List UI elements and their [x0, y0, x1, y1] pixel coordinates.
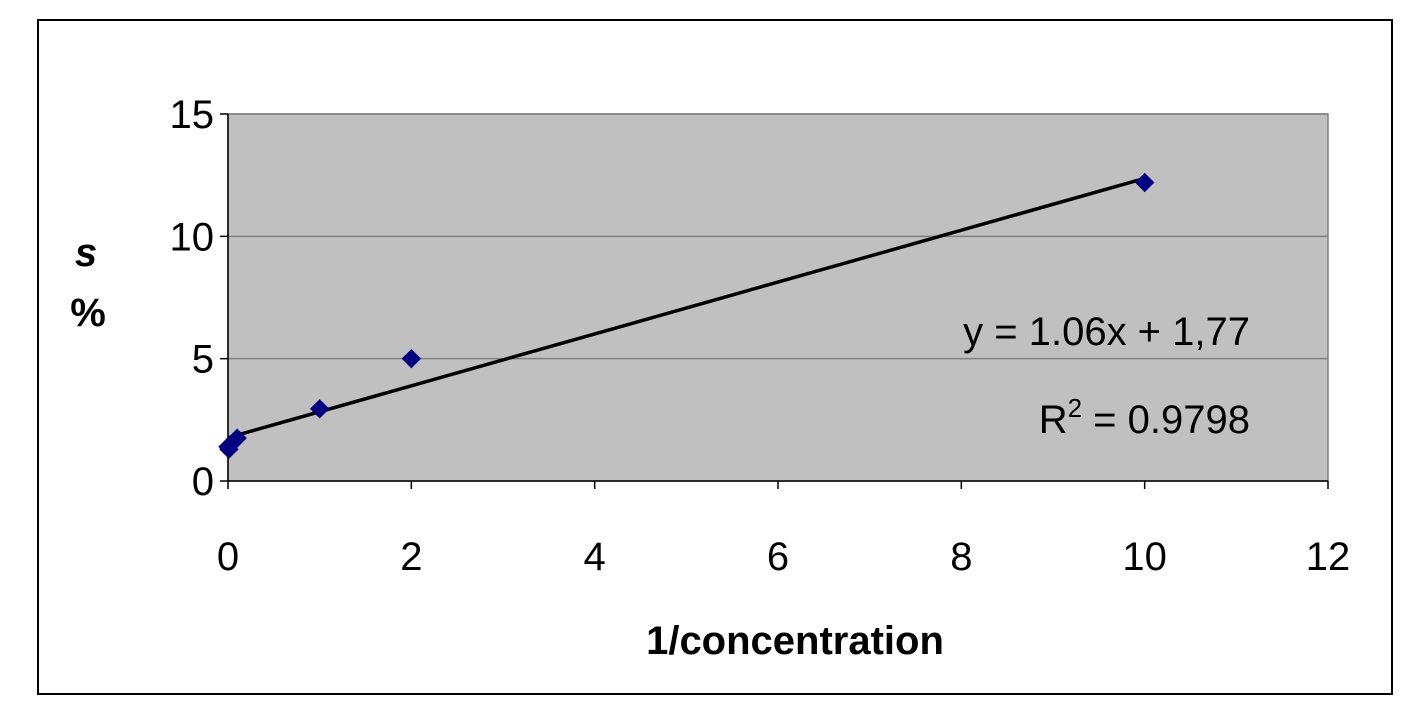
data-points	[218, 172, 1155, 459]
y-tick-label: 15	[170, 93, 215, 137]
trendline-equation: y = 1.06x + 1,77	[963, 310, 1250, 354]
data-point	[1134, 172, 1155, 193]
y-tick-label: 5	[192, 338, 214, 382]
y-tick-label: 10	[170, 215, 215, 259]
r-squared-label: R2 = 0.9798	[1039, 393, 1250, 442]
data-point	[227, 428, 247, 448]
y-tick-label: 0	[192, 460, 214, 504]
x-tick-label: 0	[217, 535, 239, 579]
x-tick-label: 12	[1306, 535, 1351, 579]
y-axis-title-unit: %	[70, 291, 106, 335]
x-axis-title: 1/concentration	[646, 619, 944, 663]
x-tick-label: 2	[400, 535, 422, 579]
x-tick-label: 4	[584, 535, 606, 579]
x-tick-label: 8	[950, 535, 972, 579]
x-tick-label: 6	[767, 535, 789, 579]
r-squared-value: = 0.9798	[1082, 398, 1250, 442]
x-tick-label: 10	[1122, 535, 1167, 579]
tick-labels: 0 5 10 15 0 2 4 6 8 10 12	[170, 93, 1351, 579]
data-point	[401, 348, 422, 369]
r-squared-symbol: R	[1039, 398, 1068, 442]
r-squared-superscript: 2	[1068, 393, 1082, 423]
ticks	[220, 113, 1329, 489]
trendline	[227, 176, 1146, 440]
y-axis-title-symbol: s	[75, 231, 97, 275]
data-point	[309, 399, 330, 419]
data-point	[219, 439, 239, 459]
